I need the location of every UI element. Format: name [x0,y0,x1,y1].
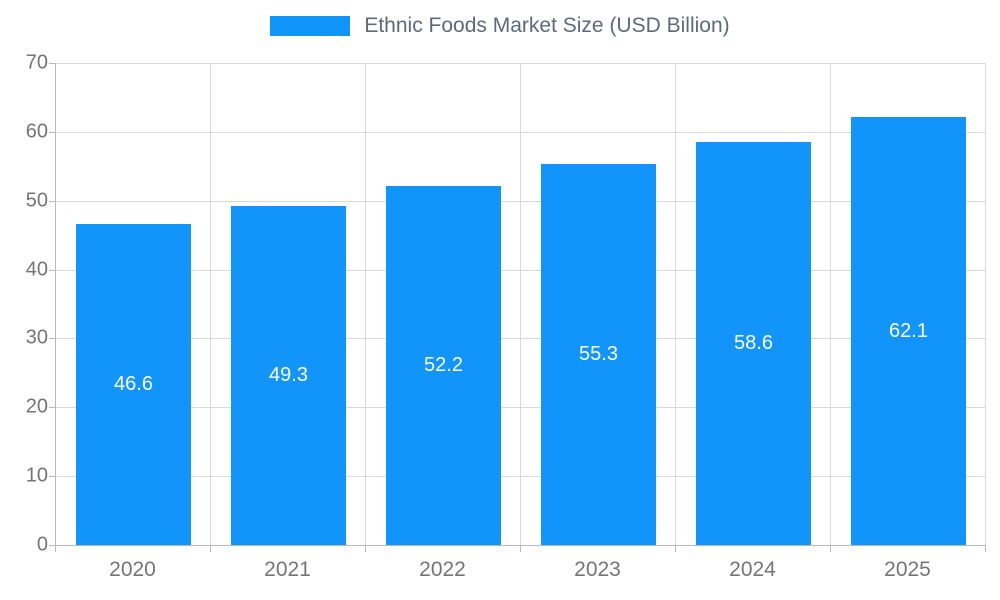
y-tick-mark [49,269,55,271]
x-axis-labels: 2020 2021 2022 2023 2024 2025 [55,552,985,582]
bar: 55.3 [541,164,656,545]
h-gridline [56,476,986,478]
y-tick-mark [49,200,55,202]
h-gridline [56,338,986,340]
bar-value-label: 62.1 [889,319,928,342]
y-tick-label: 60 [25,120,48,143]
bar: 52.2 [386,185,501,545]
bar-cell: 58.6 [676,63,831,545]
bar-value-label: 46.6 [114,373,153,396]
bar-value-label: 52.2 [424,353,463,376]
y-tick-label: 40 [25,258,48,281]
y-tick-mark [49,131,55,133]
bar-cell: 55.3 [521,63,676,545]
y-tick-mark [49,407,55,409]
y-tick-label: 0 [36,533,48,556]
v-gridline [985,63,986,545]
h-gridline [56,269,986,271]
bar-series: 46.6 49.3 52.2 55.3 58.6 62.1 [56,63,986,545]
legend-label: Ethnic Foods Market Size (USD Billion) [364,14,730,37]
x-tick-label: 2023 [574,558,621,581]
legend-swatch-icon [270,16,351,36]
h-gridline [56,63,986,64]
bar: 49.3 [231,205,346,545]
y-tick-mark [49,476,55,478]
y-tick-mark [49,545,55,546]
bar-value-label: 49.3 [269,363,308,386]
x-tick-label: 2025 [884,558,931,581]
x-tick-mark [364,546,366,552]
x-tick-mark [209,546,211,552]
h-gridline [56,200,986,202]
x-tick-mark [830,546,831,552]
plot-area: 46.6 49.3 52.2 55.3 58.6 62.1 [49,63,986,552]
x-tick-mark [674,546,676,552]
bar: 46.6 [76,224,191,545]
y-tick-label: 20 [25,395,48,418]
x-tick-label: 2020 [109,558,156,581]
y-tick-label: 10 [25,464,48,487]
bar-cell: 49.3 [211,63,366,545]
bar-cell: 46.6 [56,63,211,545]
bar-value-label: 55.3 [579,343,618,366]
v-gridline [830,63,831,545]
h-gridline [56,407,986,409]
y-tick-label: 70 [25,51,48,74]
v-gridline [520,63,521,545]
v-gridline [674,63,676,545]
x-tick-mark [520,546,521,552]
bar: 62.1 [851,117,966,545]
v-gridline [209,63,211,545]
y-tick-label: 30 [25,326,48,349]
bar-cell: 52.2 [366,63,521,545]
x-tick-mark [985,546,986,552]
legend-item[interactable]: Ethnic Foods Market Size (USD Billion) [0,14,1000,38]
bar-value-label: 58.6 [734,331,773,354]
y-tick-mark [49,63,55,64]
y-tick-label: 50 [25,189,48,212]
h-gridline [56,131,986,133]
y-tick-mark [49,338,55,340]
x-tick-label: 2024 [729,558,776,581]
x-tick-mark [55,546,56,552]
v-gridline [364,63,366,545]
bar-cell: 62.1 [831,63,986,545]
x-tick-label: 2021 [264,558,311,581]
x-tick-label: 2022 [419,558,466,581]
bar: 58.6 [696,141,811,545]
